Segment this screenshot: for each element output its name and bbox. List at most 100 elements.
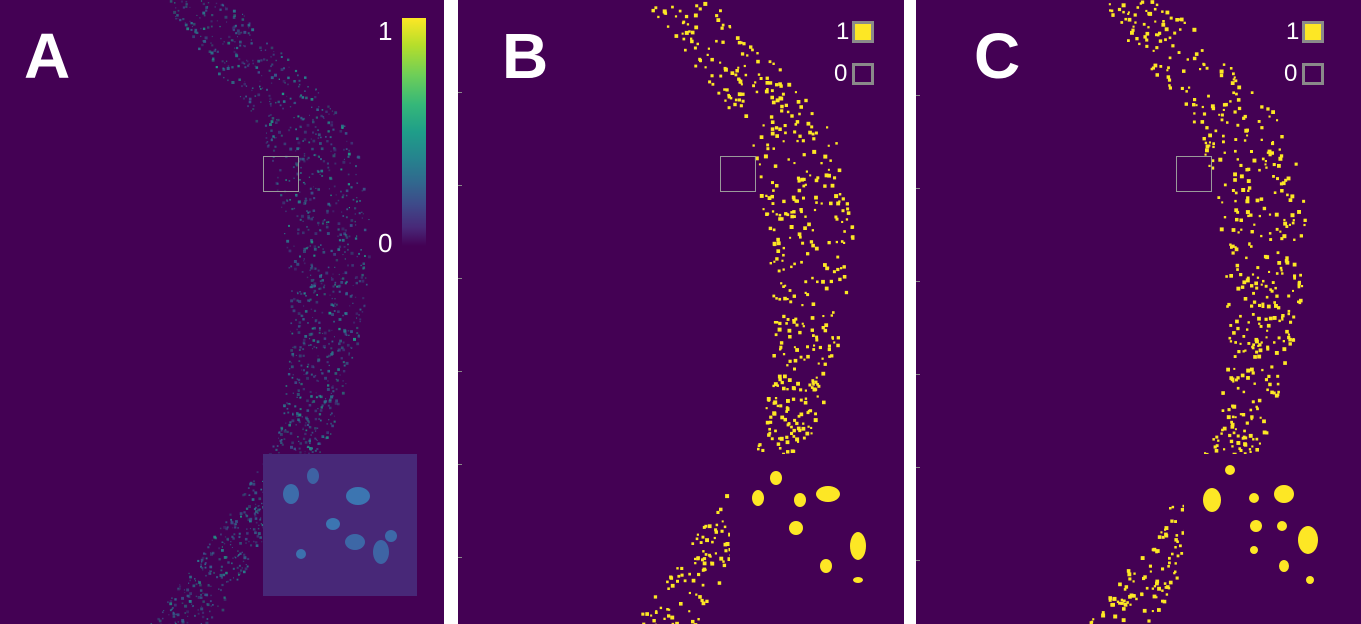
- speckle: [1210, 104, 1215, 109]
- speckle: [309, 187, 312, 190]
- speckle: [727, 106, 731, 110]
- speckle: [1280, 269, 1283, 272]
- speckle: [1250, 245, 1253, 248]
- speckle: [293, 297, 296, 301]
- speckle: [168, 614, 170, 616]
- speckle: [663, 617, 666, 620]
- speckle: [1252, 291, 1255, 295]
- speckle: [329, 294, 331, 296]
- speckle: [1164, 528, 1167, 531]
- speckle: [296, 396, 298, 398]
- inset-blob: [346, 487, 370, 505]
- speckle: [289, 421, 292, 424]
- speckle: [340, 346, 344, 350]
- speckle: [1265, 431, 1269, 435]
- speckle: [1257, 120, 1261, 123]
- speckle: [789, 236, 792, 239]
- speckle: [776, 237, 780, 242]
- speckle: [694, 562, 697, 565]
- speckle: [318, 418, 321, 420]
- speckle: [266, 59, 268, 62]
- speckle: [312, 400, 316, 403]
- speckle: [337, 228, 340, 231]
- speckle: [307, 86, 309, 88]
- speckle: [781, 259, 784, 262]
- speckle: [796, 426, 801, 431]
- speckle: [1239, 218, 1243, 222]
- speckle: [179, 588, 181, 590]
- speckle: [319, 443, 322, 445]
- speckle: [1280, 189, 1284, 193]
- inset-blob: [1274, 485, 1294, 503]
- speckle: [793, 418, 797, 422]
- speckle: [1265, 255, 1270, 260]
- speckle: [314, 430, 317, 432]
- speckle: [312, 216, 314, 218]
- speckle: [323, 293, 326, 296]
- speckle: [717, 91, 721, 95]
- speckle: [322, 345, 326, 349]
- speckle: [1285, 225, 1289, 228]
- speckle: [1149, 570, 1152, 573]
- speckle: [333, 415, 335, 417]
- speckle: [803, 400, 808, 405]
- speckle: [194, 28, 198, 32]
- speckle: [1243, 297, 1248, 301]
- speckle: [682, 37, 686, 41]
- speckle: [1250, 367, 1254, 372]
- speckle: [359, 320, 361, 323]
- speckle: [334, 153, 336, 155]
- speckle: [174, 2, 176, 4]
- speckle: [1186, 58, 1189, 61]
- speckle: [1282, 340, 1285, 343]
- speckle: [285, 385, 288, 387]
- speckle: [202, 592, 204, 594]
- speckle: [333, 320, 335, 323]
- speckle: [821, 357, 824, 360]
- speckle: [243, 15, 245, 17]
- speckle: [1272, 175, 1275, 178]
- speckle: [244, 81, 246, 83]
- speckle: [274, 145, 277, 148]
- speckle: [1092, 618, 1095, 621]
- speckle: [260, 101, 262, 103]
- speckle: [779, 404, 783, 408]
- speckle: [782, 353, 786, 356]
- speckle: [811, 381, 815, 384]
- speckle: [321, 222, 324, 225]
- speckle: [234, 52, 238, 56]
- speckle: [334, 162, 337, 165]
- speckle: [792, 320, 796, 324]
- speckle: [303, 260, 305, 262]
- speckle: [1267, 149, 1272, 154]
- speckle: [696, 556, 700, 561]
- speckle: [1205, 66, 1209, 70]
- speckle: [202, 600, 205, 603]
- speckle: [314, 409, 318, 413]
- speckle: [255, 510, 258, 513]
- speckle: [210, 51, 214, 55]
- speckle: [306, 226, 308, 228]
- speckle: [338, 290, 341, 293]
- speckle: [1260, 341, 1263, 344]
- speckle: [821, 326, 825, 330]
- speckle: [223, 526, 227, 529]
- speckle: [254, 65, 256, 67]
- speckle: [666, 608, 669, 611]
- speckle: [786, 450, 790, 454]
- speckle: [228, 35, 231, 39]
- speckle: [725, 88, 729, 92]
- speckle: [210, 552, 212, 554]
- speckle: [1271, 281, 1275, 284]
- speckle: [350, 251, 354, 255]
- speckle: [313, 292, 315, 294]
- speckle: [318, 287, 321, 290]
- speckle: [362, 187, 366, 191]
- speckle: [220, 37, 222, 40]
- speckle: [315, 89, 317, 91]
- speckle: [1222, 134, 1225, 138]
- speckle: [1277, 390, 1280, 394]
- speckle: [314, 232, 318, 235]
- speckle: [223, 596, 226, 599]
- speckle: [309, 198, 312, 201]
